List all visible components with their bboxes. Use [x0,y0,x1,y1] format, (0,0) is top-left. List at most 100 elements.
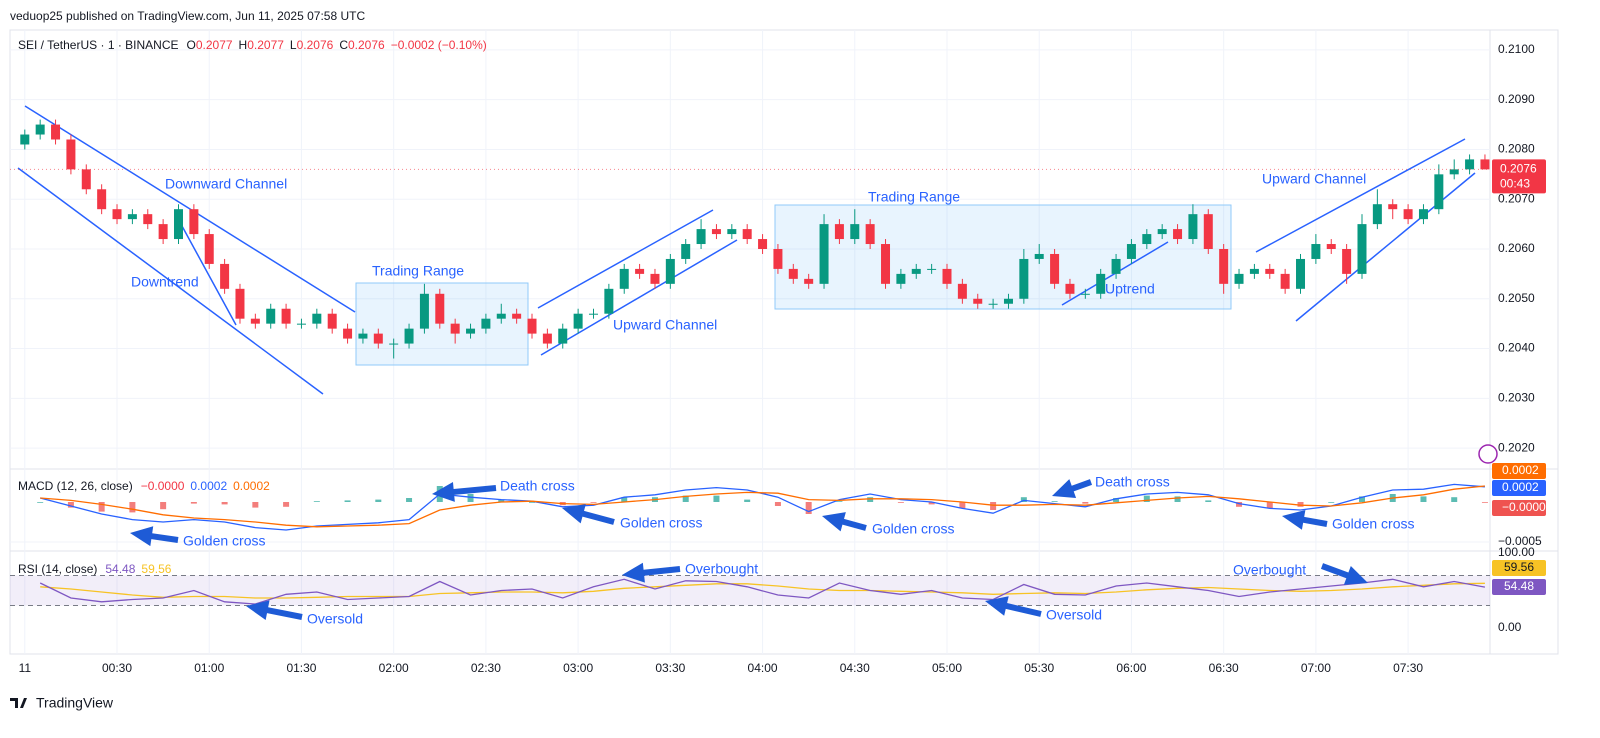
y-tick-label: 0.2090 [1498,92,1535,106]
arrow [562,504,615,525]
histogram-bar [67,502,74,508]
candle-body [957,283,967,299]
signal-value: 0.0002 [233,479,270,493]
channel-line [537,209,714,309]
rsi-legend: RSI (14, close) 54.48 59.56 [18,562,172,576]
y-tick-label: 100.00 [1498,545,1535,559]
candle-body [143,214,153,225]
ohlc-key: L [290,38,297,52]
candle-body [358,333,368,339]
value-tag-label: 0.0002 [1502,480,1539,494]
histogram-bar [406,498,413,502]
y-tick-label: 0.2040 [1498,341,1535,355]
arrow [432,481,497,502]
candle-body [312,313,322,324]
x-tick-label: 02:30 [471,661,501,675]
histogram-bar [959,502,966,509]
candle-body [174,209,183,240]
rsi-ma-line [40,582,1485,599]
histogram-bar [1266,502,1273,509]
indicator-icon [1478,444,1498,464]
x-tick-label: 06:00 [1116,661,1146,675]
candle-body [1065,283,1075,294]
histogram-bar [1113,498,1120,502]
candle-body [450,323,460,334]
histogram-bar [621,497,628,502]
histogram-bar [682,495,689,502]
candle-body [1142,234,1152,245]
candle-body [250,318,260,324]
value-tag-label: 0.0002 [1502,463,1539,477]
annotation: Oversold [307,611,363,627]
annotation: Overbought [1233,562,1306,578]
x-tick-label: 05:00 [932,661,962,675]
brand-logo: TradingView [10,695,114,711]
histogram-bar [1174,496,1181,502]
candle-body [742,229,752,240]
value-tag [1492,480,1546,496]
histogram-bar [897,502,904,503]
candle-body [1434,174,1444,210]
candle-body [881,244,891,284]
histogram-bar [344,500,351,502]
histogram-bar [1051,501,1058,502]
channel-line [540,239,738,356]
brand: TradingView [36,695,114,711]
candle-body [1126,244,1136,259]
channel-line [1255,138,1466,253]
candle-body [665,258,675,284]
candle-body [1188,214,1198,240]
histogram-bar [98,502,105,512]
arrow [622,562,681,583]
candle-body [481,318,491,329]
logo-mark [10,698,27,708]
candle-body [573,313,583,329]
ma-value: 59.56 [141,562,171,576]
histogram-bar [713,495,720,502]
histogram-bar [1297,502,1304,507]
x-tick-label: 01:30 [286,661,316,675]
x-tick-label: 07:30 [1393,661,1423,675]
rsi-band [10,575,1490,606]
arrow [1282,510,1328,530]
histogram-bar [744,499,751,502]
histogram-bar [836,501,843,502]
trend-line [175,214,237,326]
arrow [1052,479,1093,498]
candle-body [496,313,506,319]
macd-value: 0.0002 [190,479,227,493]
y-tick-label: 0.2070 [1498,191,1535,205]
channel-line [24,105,356,313]
candle-body [81,169,91,190]
candle-body [1372,204,1382,225]
candle-body [1003,298,1013,304]
candle-body [988,303,998,305]
candle-body [1388,204,1398,210]
y-tick-label: −0.0005 [1498,534,1542,548]
histogram-bar [129,502,136,513]
candle-body [942,268,952,284]
candle-body [1096,273,1106,294]
candle-body [1249,268,1259,274]
frame [9,29,1559,655]
annotation: Downtrend [131,274,199,290]
candle-body [1019,258,1029,299]
histogram-bar [1420,496,1427,502]
rsi-value: 54.48 [105,562,135,576]
arrow [822,512,867,532]
y-tick-label: 0.2080 [1498,142,1535,156]
y-tick-label: 0.2100 [1498,42,1535,56]
candle-body [1080,293,1090,295]
candle-body [1219,249,1229,284]
candle-body [804,278,814,284]
candle-body [1326,244,1336,249]
candle-body [619,268,629,289]
candle-body [773,249,783,269]
histogram-bar [313,501,320,502]
candle-body [404,328,414,344]
histogram-bar [375,499,382,502]
histogram-bar [283,502,290,507]
annotation: Golden cross [183,533,265,549]
candle-body [1265,268,1275,274]
